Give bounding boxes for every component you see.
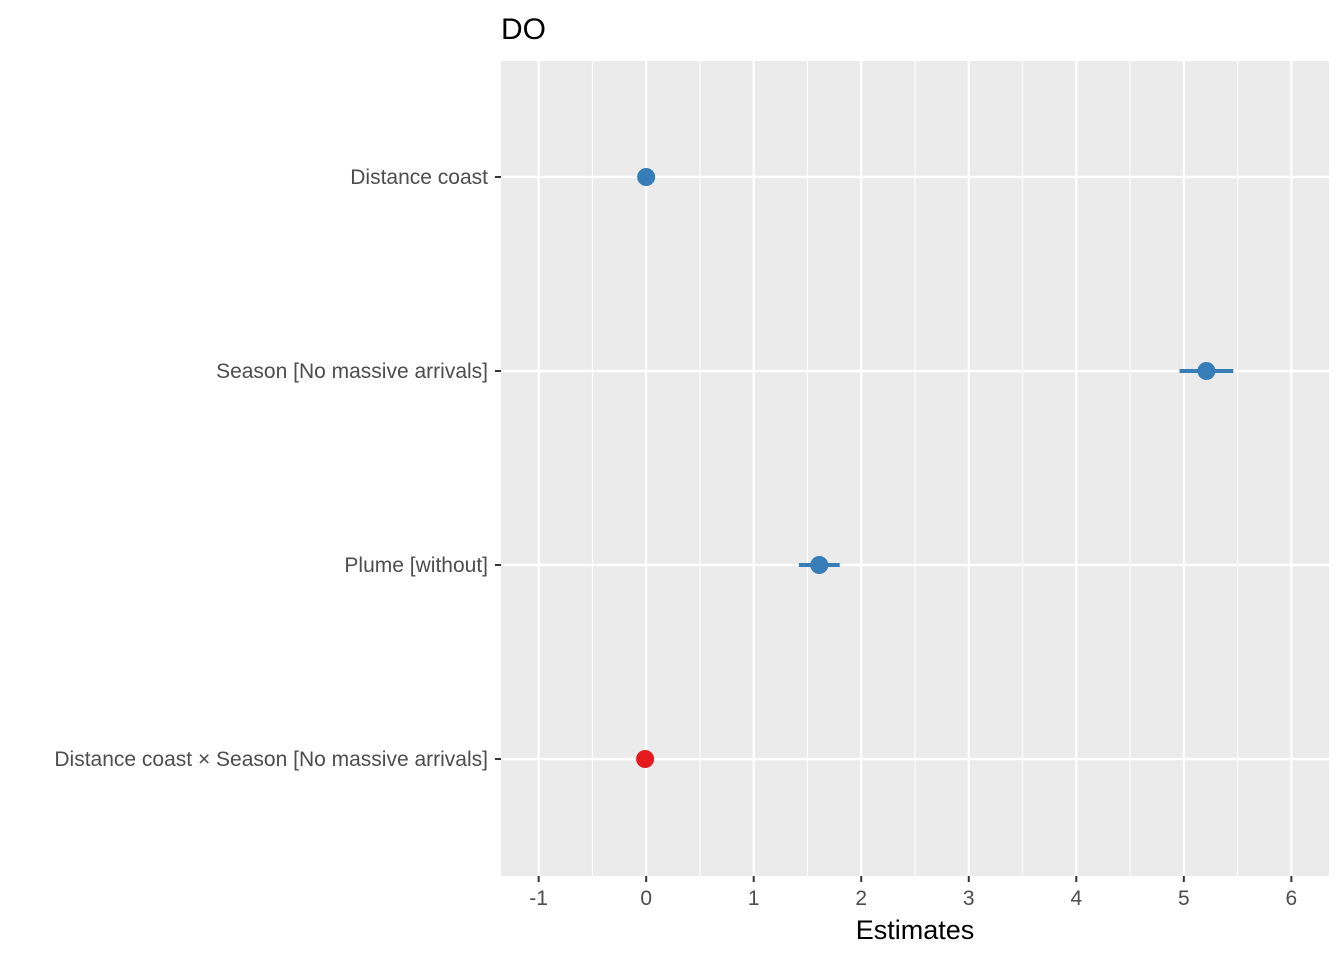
y-tick-label: Distance coast (350, 166, 488, 189)
x-tick-label: 4 (1070, 887, 1082, 910)
x-tick-label: 5 (1178, 887, 1190, 910)
estimate-point (1197, 362, 1216, 380)
x-tick-label: 3 (963, 887, 975, 910)
x-tick-label: 0 (640, 887, 652, 910)
y-tick-label: Season [No massive arrivals] (216, 360, 488, 383)
y-tick-label: Plume [without] (344, 554, 488, 577)
x-tick-label: 6 (1286, 887, 1298, 910)
x-tick-label: 1 (748, 887, 760, 910)
estimate-point (636, 750, 655, 768)
x-tick-label: 2 (855, 887, 867, 910)
x-axis-label: Estimates (856, 915, 975, 945)
x-tick-label: -1 (529, 887, 548, 910)
estimate-point (810, 556, 829, 574)
y-tick-label: Distance coast × Season [No massive arri… (54, 748, 488, 771)
chart-title: DO (501, 13, 546, 46)
estimate-point (637, 168, 656, 186)
